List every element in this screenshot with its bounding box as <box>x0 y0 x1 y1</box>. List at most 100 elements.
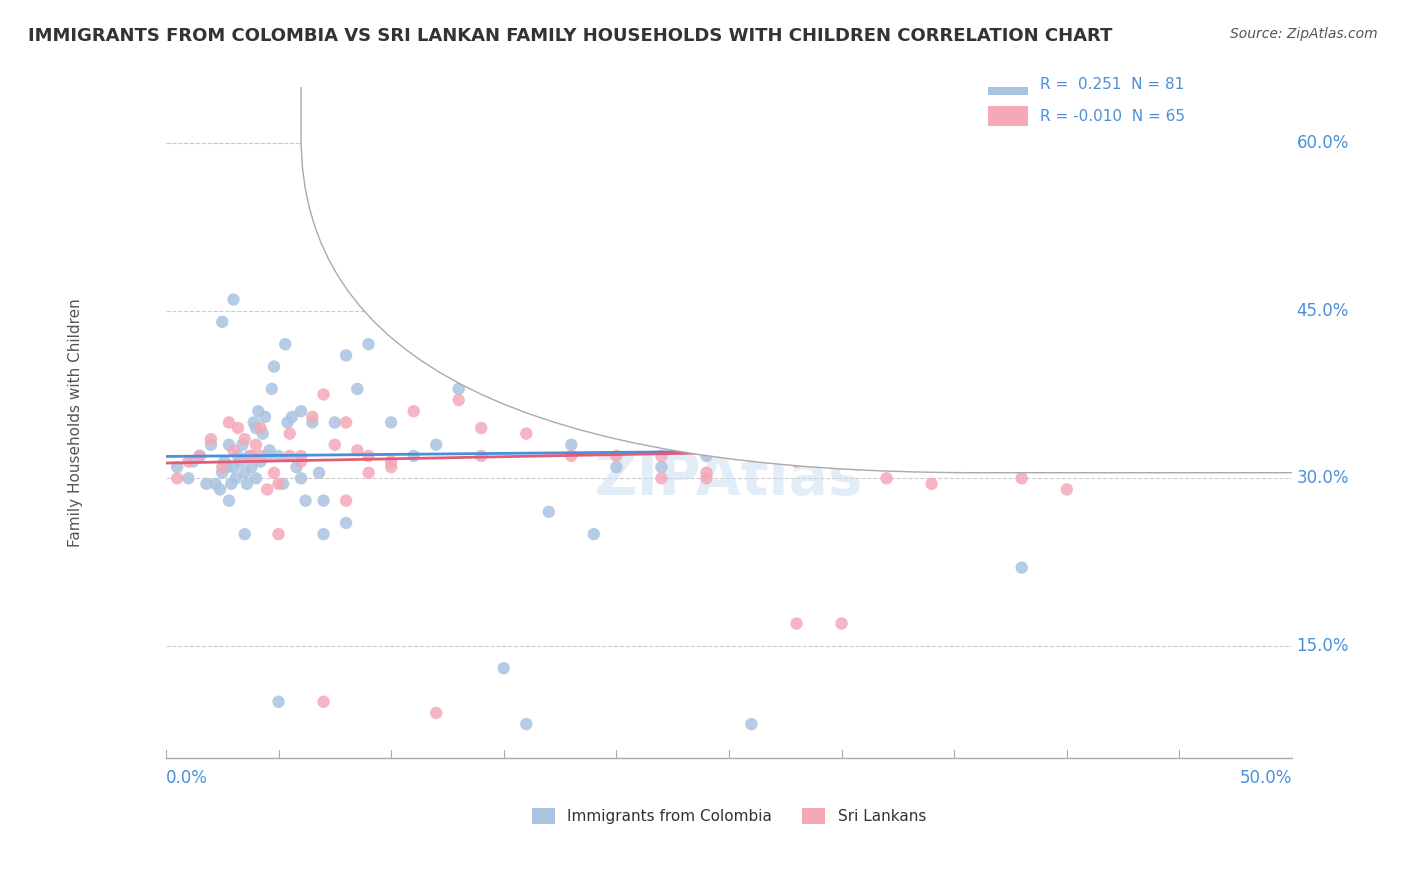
Point <box>301 416 323 430</box>
Point <box>278 426 301 441</box>
Point <box>285 460 308 475</box>
Point <box>515 426 537 441</box>
Point <box>1101 359 1123 374</box>
Point <box>425 226 447 240</box>
Point <box>253 409 276 424</box>
Point <box>267 476 290 491</box>
Point <box>786 382 808 396</box>
Point <box>1146 460 1168 475</box>
Point <box>276 416 298 430</box>
Point <box>831 616 853 631</box>
Point <box>233 466 256 480</box>
Point <box>1011 416 1033 430</box>
Point <box>312 493 335 508</box>
Point <box>290 404 312 418</box>
Point <box>1191 426 1213 441</box>
Point <box>308 466 330 480</box>
Point <box>335 516 357 530</box>
Point <box>238 449 260 463</box>
Point <box>323 438 346 452</box>
Text: Family Households with Children: Family Households with Children <box>69 298 83 547</box>
Point <box>335 493 357 508</box>
Point <box>1011 560 1033 574</box>
Point <box>357 449 380 463</box>
Point <box>290 449 312 463</box>
Point <box>236 476 259 491</box>
Point <box>650 449 672 463</box>
Point <box>1056 315 1078 329</box>
Point <box>214 454 236 468</box>
Point <box>294 493 316 508</box>
Legend: Immigrants from Colombia, Sri Lankans: Immigrants from Colombia, Sri Lankans <box>526 802 932 830</box>
Point <box>492 661 515 675</box>
Point <box>219 476 242 491</box>
Point <box>335 416 357 430</box>
Point <box>233 527 256 541</box>
Point <box>560 438 582 452</box>
Point <box>470 315 492 329</box>
Point <box>966 348 988 362</box>
Bar <box>988 75 1028 95</box>
Point <box>177 454 200 468</box>
Point <box>267 527 290 541</box>
Text: 30.0%: 30.0% <box>1296 469 1348 487</box>
Point <box>357 337 380 351</box>
Point <box>249 454 271 468</box>
Point <box>267 449 290 463</box>
Point <box>380 460 402 475</box>
Point <box>166 460 188 475</box>
Point <box>1101 460 1123 475</box>
Point <box>650 460 672 475</box>
Point <box>181 454 204 468</box>
Point <box>231 438 253 452</box>
Point <box>380 416 402 430</box>
Point <box>211 315 233 329</box>
Point <box>252 426 274 441</box>
Point <box>263 466 285 480</box>
Point <box>876 337 898 351</box>
Point <box>943 449 966 463</box>
Point <box>831 382 853 396</box>
Point <box>831 438 853 452</box>
Point <box>402 404 425 418</box>
Text: 45.0%: 45.0% <box>1296 301 1348 319</box>
Point <box>204 476 226 491</box>
Point <box>215 460 238 475</box>
Point <box>245 421 267 435</box>
Text: 15.0%: 15.0% <box>1296 637 1348 655</box>
Point <box>323 416 346 430</box>
Point <box>380 315 402 329</box>
Point <box>470 449 492 463</box>
Point <box>249 421 271 435</box>
Text: 0.0%: 0.0% <box>166 769 208 787</box>
Point <box>650 471 672 485</box>
Point <box>312 527 335 541</box>
Point <box>218 438 240 452</box>
Point <box>695 466 717 480</box>
Point <box>274 337 297 351</box>
Point <box>447 382 470 396</box>
Point <box>222 460 245 475</box>
Point <box>470 421 492 435</box>
Point <box>312 695 335 709</box>
Point <box>233 432 256 446</box>
Point <box>312 387 335 401</box>
Point <box>211 460 233 475</box>
Point <box>267 695 290 709</box>
Point <box>695 449 717 463</box>
Point <box>242 416 264 430</box>
Point <box>256 483 278 497</box>
FancyBboxPatch shape <box>301 0 1406 473</box>
Point <box>222 443 245 458</box>
Point <box>740 717 762 731</box>
Point <box>281 409 304 424</box>
Point <box>222 293 245 307</box>
Point <box>1146 404 1168 418</box>
Point <box>447 393 470 408</box>
Point <box>515 717 537 731</box>
Point <box>218 493 240 508</box>
Point <box>740 449 762 463</box>
Point <box>301 409 323 424</box>
Point <box>876 471 898 485</box>
Point <box>263 359 285 374</box>
